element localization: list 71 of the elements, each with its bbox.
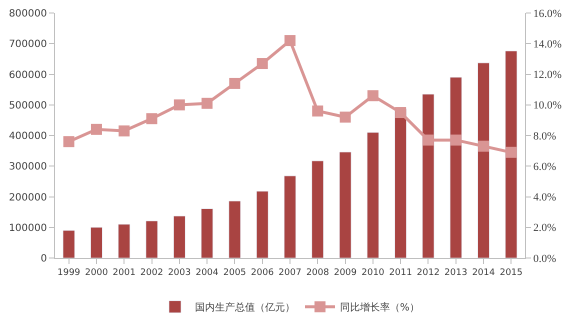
bar (90, 227, 103, 258)
y-tick-label: 500000 (8, 100, 47, 112)
bar (118, 224, 130, 258)
point (340, 112, 351, 123)
y2-tick-label: 6.0% (533, 160, 556, 173)
bar (173, 216, 186, 258)
y-tick-label: 800000 (8, 8, 47, 20)
x-tick-label: 2011 (389, 268, 412, 278)
x-tick-label: 2008 (306, 268, 330, 278)
y2-tick-label: 0.0% (533, 252, 556, 265)
y-tick-label: 100000 (8, 222, 47, 234)
point (256, 58, 268, 70)
point (367, 90, 378, 102)
y-tick-label: 600000 (8, 70, 47, 81)
point (506, 146, 517, 158)
y2-tick-label: 16.0% (533, 8, 562, 20)
bar (62, 230, 75, 258)
bar (505, 50, 518, 258)
x-tick-label: 2009 (334, 268, 358, 278)
point (312, 106, 324, 116)
bar (312, 160, 324, 258)
point (229, 78, 240, 89)
x-tick-label: 2014 (472, 268, 496, 278)
point (450, 134, 462, 146)
x-tick-label: 2013 (444, 268, 468, 278)
y-tick-label: 200000 (8, 192, 47, 204)
point (202, 98, 213, 109)
point (174, 99, 185, 110)
legend-label: 国内生产总值（亿元） (195, 302, 295, 314)
x-tick-label: 2005 (223, 268, 246, 278)
x-tick-label: 2001 (112, 268, 136, 278)
y2-tick-label: 8.0% (533, 130, 556, 142)
y2-tick-label: 2.0% (533, 222, 556, 234)
bar (146, 220, 158, 258)
bar (201, 208, 214, 258)
y-tick-label: 400000 (8, 131, 47, 142)
x-tick-label: 2007 (278, 268, 302, 278)
x-tick-label: 2006 (250, 268, 274, 278)
y-tick-label: 300000 (8, 162, 47, 173)
y2-tick-label: 10.0% (533, 100, 562, 112)
y2-tick-label: 14.0% (533, 38, 562, 50)
point (146, 113, 158, 124)
bar (422, 94, 434, 258)
point (395, 107, 406, 118)
bar (450, 77, 462, 258)
bar (256, 190, 268, 258)
x-tick-label: 2002 (140, 268, 164, 278)
x-tick-label: 2004 (196, 268, 219, 278)
x-tick-label: 1999 (57, 268, 81, 278)
bar (394, 108, 407, 258)
x-tick-label: 2010 (361, 268, 385, 278)
y-tick-label: 700000 (8, 39, 47, 50)
point (118, 125, 130, 136)
bar (477, 62, 490, 258)
y-tick-label: 0 (40, 254, 47, 264)
x-tick-label: 2003 (168, 268, 191, 278)
point (422, 134, 434, 146)
bar (284, 176, 296, 258)
x-tick-label: 2012 (416, 268, 440, 278)
y2-tick-label: 4.0% (533, 192, 556, 204)
x-tick-label: 2015 (500, 268, 523, 278)
point (478, 140, 490, 152)
point (90, 124, 102, 135)
bar (339, 152, 352, 258)
legend-label: 同比增长率（%） (340, 302, 420, 314)
point (63, 136, 74, 148)
point (284, 35, 296, 46)
bar (366, 132, 379, 258)
y2-tick-label: 12.0% (533, 69, 562, 82)
bar (228, 200, 241, 258)
x-tick-label: 2000 (85, 268, 108, 278)
